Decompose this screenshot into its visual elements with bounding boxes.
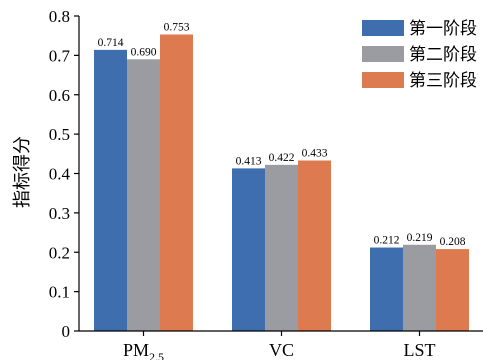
y-tick-label-3: 0.3 (49, 204, 70, 223)
y-tick-label-2: 0.2 (49, 243, 70, 262)
value-label-3-1: 0.753 (164, 22, 190, 34)
y-tick-label-6: 0.6 (49, 86, 70, 105)
y-tick-label-8: 0.8 (49, 7, 70, 26)
legend-label-2: 第二阶段 (409, 45, 477, 65)
value-labels-layer: 0.714 0.413 0.212 0.690 0.422 0.219 0.753 0.433… (98, 22, 466, 249)
legend-label-1: 第一阶段 (409, 19, 477, 39)
value-label-2-2: 0.422 (269, 152, 295, 164)
value-label-1-3: 0.212 (374, 235, 400, 247)
x-tick-label-1: PM2.5 (123, 340, 164, 360)
legend-swatch-3 (362, 72, 404, 88)
y-tick-label-7: 0.7 (49, 46, 71, 65)
x-tick-label-3: LST (403, 340, 435, 360)
bars-layer (94, 34, 469, 332)
bar-2-1 (127, 59, 160, 331)
bar-3-2 (298, 160, 331, 331)
value-label-1-1: 0.714 (98, 37, 124, 49)
legend-label-3: 第三阶段 (409, 71, 477, 91)
x-tick-label-2: VC (269, 340, 294, 360)
bar-3-1 (160, 34, 193, 331)
value-label-3-2: 0.433 (302, 148, 328, 160)
y-tick-label-5: 0.5 (49, 125, 70, 144)
y-axis-label: 指标得分 (12, 136, 33, 208)
value-label-2-3: 0.219 (407, 232, 433, 244)
legend-swatch-2 (362, 46, 404, 62)
y-tick-label-1: 0.1 (49, 283, 70, 302)
value-label-3-3: 0.208 (440, 236, 466, 248)
bar-2-2 (265, 164, 298, 331)
bar-3-3 (436, 249, 469, 331)
legend-swatch-1 (362, 20, 404, 36)
bar-2-3 (403, 244, 436, 331)
axes-layer: 0 0.1 0.2 0.3 0.4 0.5 0.6 0.7 0.8 PM2.5 VC LST (49, 7, 483, 360)
bar-1-3 (370, 247, 403, 331)
y-tick-label-0: 0 (62, 322, 71, 341)
bar-1-1 (94, 49, 127, 332)
bar-1-2 (232, 168, 265, 331)
value-label-1-2: 0.413 (236, 155, 262, 167)
y-tick-label-4: 0.4 (49, 165, 71, 184)
value-label-2-1: 0.690 (131, 46, 157, 58)
